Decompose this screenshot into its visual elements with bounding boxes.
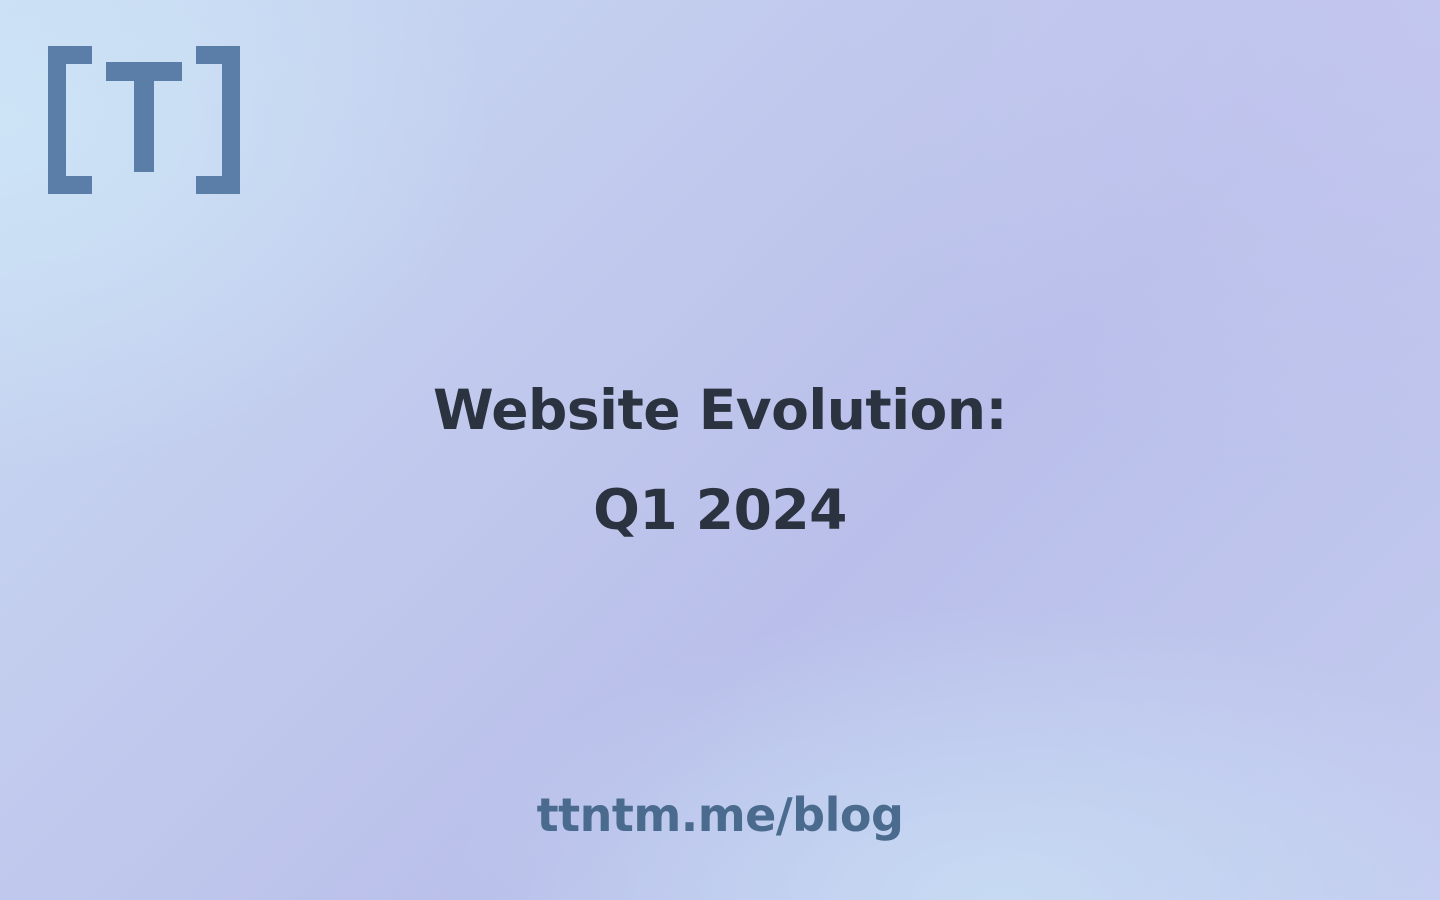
page-title: Website Evolution: Q1 2024 [0,360,1440,560]
brand-logo [48,46,240,194]
blog-link[interactable]: ttntm.me/blog [536,788,904,842]
title-line-2: Q1 2024 [593,478,847,542]
title-line-1: Website Evolution: [432,378,1008,442]
